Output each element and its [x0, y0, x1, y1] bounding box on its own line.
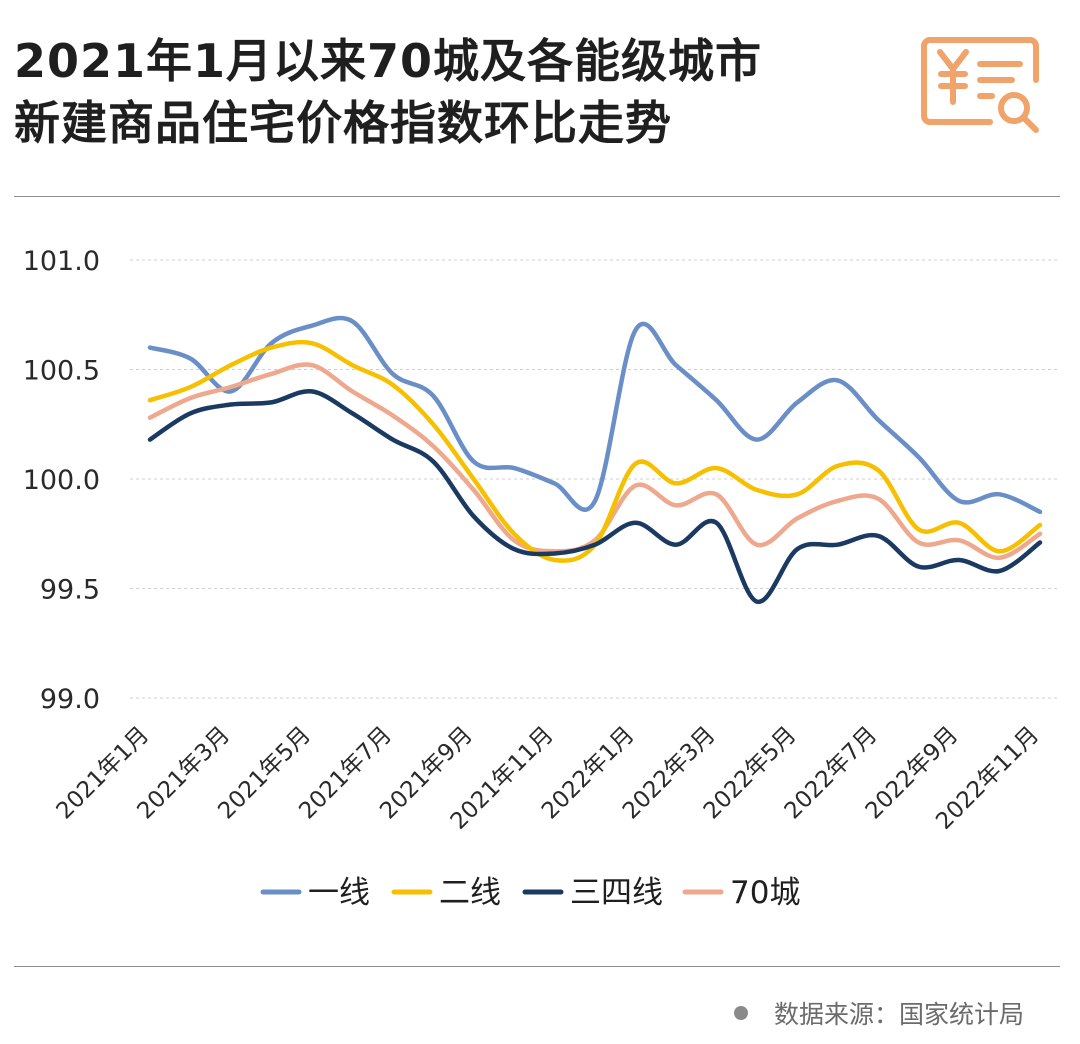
series-line-4 [147, 362, 1043, 561]
x-axis-tick-labels: 2021年1月2021年3月2021年5月2021年7月2021年9月2021年… [52, 722, 1045, 835]
y-tick-label: 99.0 [40, 684, 100, 715]
series-line-1 [147, 315, 1043, 515]
legend-label-1: 一线 [308, 875, 370, 911]
legend: 一线 二线 三四线 70城 [260, 875, 800, 911]
series-line-3 [147, 389, 1043, 604]
line-chart: 101.0 100.5 100.0 99.5 99.0 2021年1月2021年3月20… [23, 246, 1060, 911]
bullet-dot-icon [734, 1006, 748, 1020]
title-line-2: 新建商品住宅价格指数环比走势 [14, 96, 672, 150]
legend-label-4: 70城 [730, 875, 800, 911]
y-axis-tick-labels: 101.0 100.5 100.0 99.5 99.0 [23, 246, 100, 715]
gridlines [130, 259, 1060, 699]
y-tick-label: 100.0 [23, 465, 100, 496]
header-divider [14, 196, 1060, 197]
data-source-text: 数据来源：国家统计局 [774, 1000, 1025, 1029]
price-index-document-icon [921, 37, 1039, 133]
legend-label-2: 二线 [439, 875, 501, 911]
y-tick-label: 99.5 [40, 575, 100, 606]
chart-title: 2021年1月以来70城及各能级城市 新建商品住宅价格指数环比走势 [14, 30, 904, 154]
legend-label-3: 三四线 [570, 875, 663, 911]
series-lines [147, 315, 1043, 604]
footer-divider [14, 966, 1060, 967]
y-tick-label: 100.5 [23, 356, 100, 387]
y-tick-label: 101.0 [23, 246, 100, 277]
data-source-note: 数据来源：国家统计局 [734, 995, 1024, 1031]
title-line-1: 2021年1月以来70城及各能级城市 [14, 34, 763, 88]
